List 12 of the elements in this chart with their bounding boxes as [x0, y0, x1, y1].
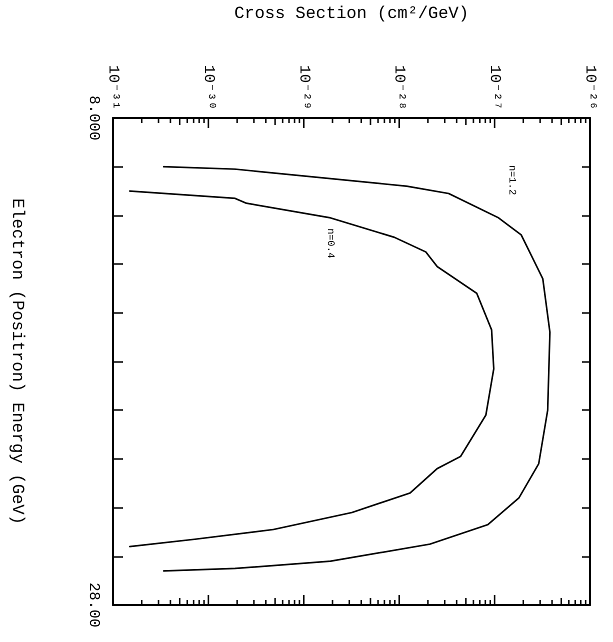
text: n=1.2 — [505, 165, 516, 196]
x-axis-title: Cross Section (cm²/GeV) — [234, 5, 469, 24]
x-tick-label: 10⁻²⁶ — [582, 64, 598, 110]
x-tick-label: 10⁻²⁷ — [486, 64, 504, 110]
y-tick-label: 28.00 — [85, 582, 102, 628]
y-tick-label: 8.000 — [85, 95, 102, 141]
x-tick-label: 10⁻²⁸ — [390, 64, 408, 110]
y-axis-title: Electron (Positron) Energy (GeV) — [7, 198, 26, 525]
x-tick-label: 10⁻³⁰ — [200, 64, 217, 110]
x-tick-label: 10⁻³¹ — [104, 64, 122, 110]
x-tick-label: 10⁻²⁹ — [295, 64, 312, 110]
text: n=0.4 — [324, 228, 335, 258]
